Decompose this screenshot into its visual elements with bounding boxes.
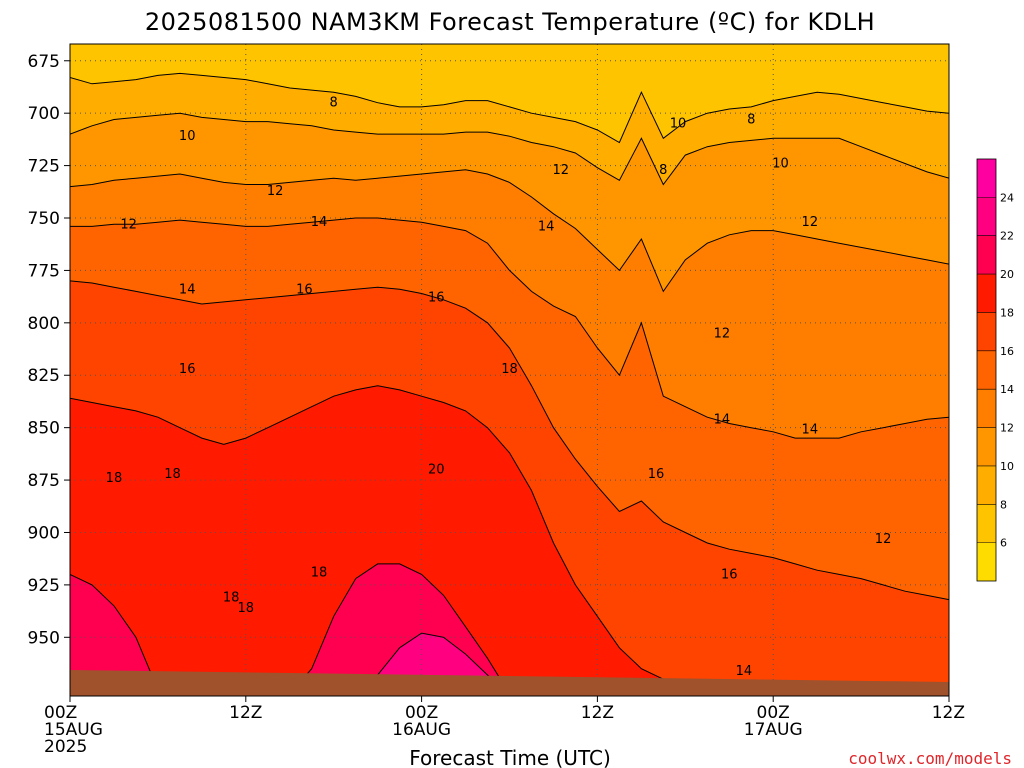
contour-label: 18	[501, 362, 518, 377]
contour-label-layer: 8 8 8 10 10 10 12 12 12 12 12 12 14 14 14 14 14 14 16 16 16 1…	[106, 96, 892, 679]
colorbar-label: 24	[1000, 191, 1014, 204]
y-tick-label: 700	[28, 104, 60, 124]
contour-label: 10	[772, 156, 789, 171]
x-axis-title: Forecast Time (UTC)	[409, 746, 611, 768]
y-axis: 675 700 725 750 775 800 825 850 875 900 925 950	[28, 52, 70, 648]
temperature-fill-layer	[70, 44, 949, 696]
colorbar-label: 6	[1000, 537, 1007, 550]
y-tick-label: 900	[28, 523, 60, 543]
contour-label: 16	[296, 282, 313, 297]
x-tick-label: 15AUG	[44, 720, 103, 740]
colorbar-label: 14	[1000, 383, 1014, 396]
contour-label: 10	[179, 129, 196, 144]
y-tick-label: 825	[28, 366, 60, 386]
y-tick-label: 675	[28, 52, 60, 72]
grid-layer	[70, 44, 949, 696]
contour-label: 12	[553, 163, 570, 178]
contour-label: 10	[670, 117, 687, 132]
x-tick-label: 12Z	[229, 703, 262, 723]
y-tick-label: 725	[28, 157, 60, 177]
terrain-layer	[70, 670, 949, 696]
contour-label: 18	[223, 590, 240, 605]
contour-label: 8	[747, 112, 755, 127]
contour-label: 18	[311, 565, 328, 580]
colorbar-label: 10	[1000, 460, 1014, 473]
x-tick-label: 12Z	[581, 703, 614, 723]
contour-label: 16	[648, 467, 665, 482]
colorbar-swatch	[977, 504, 996, 543]
contour-label: 12	[802, 215, 819, 230]
colorbar-swatch	[977, 542, 996, 581]
contour-label: 14	[714, 412, 731, 427]
y-tick-label: 875	[28, 471, 60, 491]
contour-label: 16	[179, 362, 196, 377]
colorbar-swatch	[977, 235, 996, 275]
contour-label: 14	[538, 219, 555, 234]
contour-label: 18	[238, 601, 255, 616]
contour-line-14	[70, 217, 949, 439]
x-tick-label: 00Z	[757, 703, 790, 723]
contour-label: 14	[311, 215, 328, 230]
plot-frame	[69, 43, 950, 697]
colorbar-swatch	[977, 427, 996, 466]
contour-label: 16	[721, 567, 738, 582]
contour-label: 12	[267, 184, 284, 199]
colorbar-swatch	[977, 465, 996, 505]
contour-line-12	[70, 169, 949, 293]
colorbar-label: 20	[1000, 268, 1014, 281]
contour-label: 20	[428, 463, 445, 478]
contour-label: 12	[714, 326, 731, 341]
y-tick-label: 850	[28, 419, 60, 439]
colorbar-label: 18	[1000, 306, 1014, 319]
x-tick-label: 17AUG	[744, 720, 803, 740]
plot-area: 8 8 8 10 10 10 12 12 12 12 12 12 14 14 14 14 14 14 16 16 16 1…	[69, 43, 950, 697]
colorbar-swatch	[977, 274, 996, 313]
colorbar-label: 22	[1000, 230, 1014, 243]
colorbar-swatch	[977, 312, 996, 351]
contour-label: 18	[106, 471, 123, 486]
y-tick-label: 925	[28, 576, 60, 596]
contour-line-10	[70, 112, 949, 186]
contour-line-8	[70, 72, 949, 144]
x-tick-label: 2025	[44, 737, 87, 757]
contour-label: 12	[120, 217, 137, 232]
colorbar-swatch	[977, 350, 996, 390]
y-tick-label: 950	[28, 628, 60, 648]
contour-label: 14	[179, 282, 196, 297]
colorbar-swatch	[977, 389, 996, 428]
colorbar-frame	[976, 158, 997, 582]
x-tick-label: 00Z	[405, 703, 438, 723]
contour-label: 14	[736, 664, 753, 679]
temp-band-18	[70, 385, 949, 696]
colorbar-swatch	[977, 159, 996, 198]
colorbar-label: 16	[1000, 345, 1014, 358]
contour-label: 12	[875, 532, 892, 547]
y-tick-label: 800	[28, 314, 60, 334]
colorbar-label: 12	[1000, 422, 1014, 435]
colorbar-swatch	[977, 197, 996, 236]
contour-label: 16	[428, 291, 445, 306]
x-tick-label: 00Z	[44, 703, 77, 723]
chart-title: 2025081500 NAM3KM Forecast Temperature (…	[145, 8, 875, 36]
terrain-ground	[70, 670, 949, 696]
y-tick-label: 750	[28, 209, 60, 229]
y-tick-label: 775	[28, 261, 60, 281]
contour-label: 8	[659, 163, 667, 178]
x-tick-label: 16AUG	[392, 720, 451, 740]
credit-text: coolwx.com/models	[848, 749, 1012, 768]
colorbar-label: 8	[1000, 498, 1007, 511]
contour-line-16	[70, 280, 949, 601]
x-tick-label: 12Z	[932, 703, 965, 723]
contour-label: 8	[330, 96, 338, 111]
contour-label: 14	[802, 423, 819, 438]
colorbar: 6 8 10 12 14 16 18 20 22 24	[976, 158, 1014, 582]
contour-label: 18	[164, 467, 181, 482]
